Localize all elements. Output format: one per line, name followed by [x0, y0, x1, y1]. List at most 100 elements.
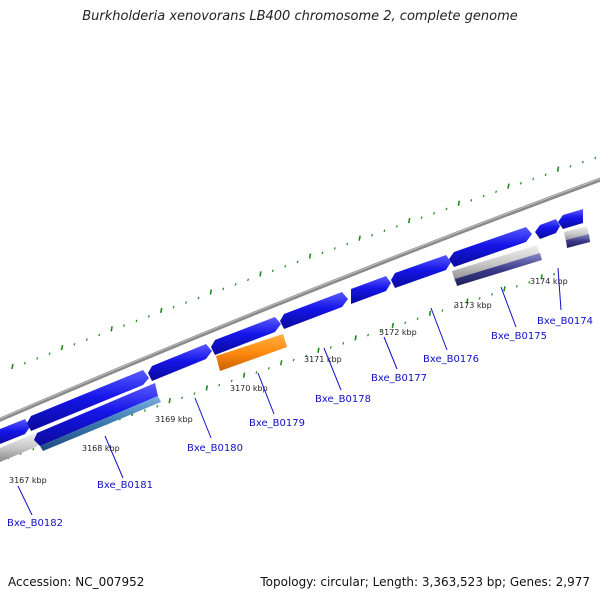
- gene-arrow[interactable]: [449, 227, 532, 267]
- gene-arrow[interactable]: [216, 334, 287, 371]
- gene-label[interactable]: Bxe_B0180: [187, 443, 243, 454]
- tick-mark: [156, 404, 159, 408]
- tick-mark: [515, 284, 518, 288]
- gene-label-leader: [430, 307, 448, 351]
- tick-mark: [234, 283, 237, 286]
- tick-mark: [209, 289, 213, 295]
- gene-arrow[interactable]: [211, 317, 281, 355]
- gene-label[interactable]: Bxe_B0178: [315, 394, 371, 405]
- tick-mark: [420, 216, 423, 220]
- tick-mark: [60, 344, 64, 351]
- kbp-tick-label: 3167 kbp: [9, 476, 47, 485]
- tick-mark: [342, 342, 345, 345]
- tick-mark: [358, 235, 361, 241]
- tick-mark: [503, 286, 506, 292]
- gene-arrow[interactable]: [452, 245, 540, 282]
- tick-mark: [553, 272, 556, 276]
- chromosome-backbone-highlight: [0, 178, 600, 420]
- tick-mark: [540, 274, 543, 280]
- tick-mark: [395, 225, 398, 228]
- gene-label[interactable]: Bxe_B0179: [249, 418, 305, 429]
- tick-mark: [218, 383, 221, 387]
- gene-label-leader: [557, 267, 562, 311]
- tick-mark: [383, 229, 386, 233]
- gene-arrow[interactable]: [34, 383, 158, 446]
- tick-mark: [292, 358, 295, 362]
- tick-mark: [36, 357, 39, 360]
- tick-mark: [346, 242, 349, 246]
- gene-arrow[interactable]: [280, 292, 348, 329]
- gene-arrow[interactable]: [564, 226, 589, 242]
- tick-mark: [247, 278, 250, 282]
- chromosome-backbone: [0, 177, 600, 422]
- gene-label[interactable]: Bxe_B0174: [537, 316, 593, 327]
- tick-mark: [308, 253, 312, 259]
- gene-arrow[interactable]: [566, 234, 590, 248]
- gene-arrow[interactable]: [391, 255, 451, 288]
- tick-mark: [193, 392, 196, 395]
- tick-mark: [135, 319, 138, 323]
- kbp-tick-label: 3169 kbp: [155, 415, 193, 424]
- tick-mark: [185, 301, 188, 304]
- gene-label[interactable]: Bxe_B0181: [97, 480, 153, 491]
- tick-mark: [544, 173, 547, 177]
- gene-arrow[interactable]: [27, 370, 149, 431]
- reverse-strand-genes: [0, 226, 590, 462]
- tick-mark: [317, 347, 320, 353]
- tick-mark: [433, 212, 436, 215]
- gene-label[interactable]: Bxe_B0175: [491, 331, 547, 342]
- gene-label-leader: [257, 372, 275, 415]
- tick-mark: [147, 315, 150, 318]
- tick-mark: [379, 329, 382, 333]
- kbp-tick-label: 3173 kbp: [454, 301, 492, 310]
- tick-mark: [453, 305, 456, 308]
- gene-arrow[interactable]: [40, 396, 161, 451]
- tick-mark: [491, 293, 494, 296]
- gene-arrow[interactable]: [148, 344, 212, 381]
- tick-mark: [98, 333, 101, 337]
- tick-mark: [73, 342, 76, 346]
- tick-mark: [457, 200, 461, 206]
- kbp-tick-label: 3171 kbp: [304, 355, 342, 364]
- tick-mark: [556, 166, 560, 172]
- gene-label[interactable]: Bxe_B0176: [423, 354, 479, 365]
- gene-arrow[interactable]: [0, 419, 30, 446]
- outer-tick-ring: [11, 156, 597, 370]
- tick-mark: [280, 360, 283, 366]
- tick-mark: [48, 352, 51, 356]
- tick-mark: [391, 322, 395, 329]
- tick-mark: [478, 297, 481, 300]
- topology-text: Topology: circular; Length: 3,363,523 bp…: [260, 575, 590, 589]
- tick-mark: [85, 338, 88, 341]
- tick-mark: [321, 251, 324, 255]
- tick-mark: [110, 326, 113, 332]
- gene-label[interactable]: Bxe_B0182: [7, 518, 63, 529]
- gene-arrow[interactable]: [558, 209, 583, 229]
- kbp-scale: 3167 kbp 3168 kbp 3169 kbp 3170 kbp 3171 kbp…: [9, 277, 568, 485]
- gene-label-leader: [194, 397, 212, 439]
- tick-mark: [371, 233, 374, 237]
- tick-mark: [581, 160, 584, 164]
- gene-arrow[interactable]: [535, 219, 560, 239]
- tick-mark: [143, 409, 146, 412]
- tick-mark: [428, 310, 432, 316]
- tick-mark: [160, 307, 163, 314]
- gene-label[interactable]: Bxe_B0177: [371, 373, 427, 384]
- tick-mark: [271, 269, 274, 273]
- tick-mark: [466, 298, 469, 304]
- gene-label-leader: [500, 286, 517, 328]
- gene-arrow[interactable]: [351, 276, 391, 304]
- gene-arrow[interactable]: [455, 253, 542, 286]
- tick-mark: [296, 260, 299, 264]
- gene-label-leader: [104, 435, 124, 479]
- tick-mark: [222, 287, 225, 291]
- tick-mark: [284, 264, 287, 268]
- tick-mark: [197, 296, 200, 300]
- kbp-tick-label: 3174 kbp: [530, 277, 568, 286]
- tick-mark: [470, 199, 473, 202]
- gene-arrow[interactable]: [0, 433, 38, 462]
- tick-mark: [333, 247, 336, 250]
- gene-labels: Bxe_B0182 Bxe_B0181 Bxe_B0180 Bxe_B0179 Bxe_…: [7, 267, 593, 529]
- tick-mark: [230, 379, 233, 383]
